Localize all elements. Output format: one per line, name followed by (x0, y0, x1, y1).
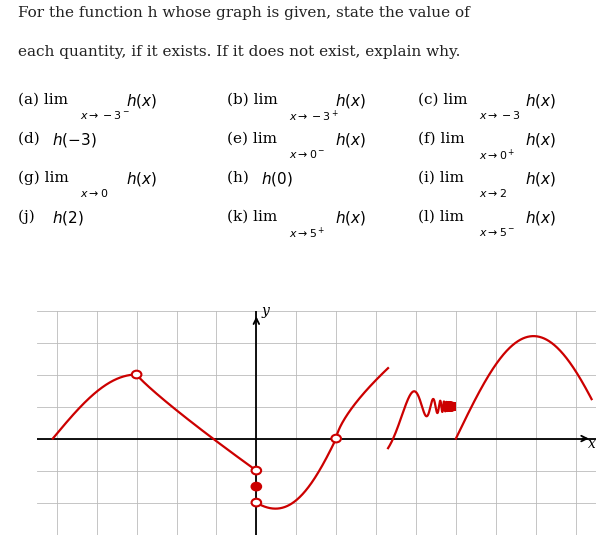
Text: (k) lim: (k) lim (227, 210, 278, 224)
Text: (l) lim: (l) lim (418, 210, 464, 224)
Text: For the function h whose graph is given, state the value of: For the function h whose graph is given,… (18, 6, 470, 20)
Text: $x\to-3^+$: $x\to-3^+$ (289, 109, 338, 124)
Text: $h(0)$: $h(0)$ (261, 170, 293, 188)
Circle shape (252, 499, 261, 507)
Text: (b) lim: (b) lim (227, 92, 278, 106)
Text: $h(x)$: $h(x)$ (335, 131, 366, 150)
Text: $h(x)$: $h(x)$ (126, 170, 157, 188)
Circle shape (252, 483, 261, 490)
Text: (a) lim: (a) lim (18, 92, 68, 106)
Text: y: y (261, 305, 269, 318)
Text: $x\to2$: $x\to2$ (479, 187, 507, 199)
Text: each quantity, if it exists. If it does not exist, explain why.: each quantity, if it exists. If it does … (18, 45, 460, 59)
Text: $h(x)$: $h(x)$ (525, 92, 556, 110)
Text: x: x (588, 436, 596, 450)
Text: (i) lim: (i) lim (418, 170, 464, 184)
Text: (c) lim: (c) lim (418, 92, 467, 106)
Text: $x\to0^+$: $x\to0^+$ (479, 148, 515, 163)
Text: (e) lim: (e) lim (227, 131, 277, 145)
Text: (j): (j) (18, 210, 40, 224)
Text: (f) lim: (f) lim (418, 131, 464, 145)
Text: $h(-3)$: $h(-3)$ (52, 131, 97, 150)
Text: $x\to0^-$: $x\to0^-$ (289, 148, 325, 160)
Text: $h(x)$: $h(x)$ (335, 210, 366, 227)
Text: (g) lim: (g) lim (18, 170, 69, 185)
Text: $x\to-3$: $x\to-3$ (479, 109, 521, 121)
Text: $h(2)$: $h(2)$ (52, 210, 84, 227)
Text: $x\to5^-$: $x\to5^-$ (479, 226, 515, 238)
Text: $h(x)$: $h(x)$ (525, 210, 556, 227)
Text: $x\to0$: $x\to0$ (80, 187, 108, 199)
Text: $h(x)$: $h(x)$ (525, 170, 556, 188)
Circle shape (332, 435, 341, 442)
Text: $x\to5^+$: $x\to5^+$ (289, 226, 325, 241)
Circle shape (252, 467, 261, 475)
Circle shape (132, 370, 141, 379)
Text: $h(x)$: $h(x)$ (335, 92, 366, 110)
Text: (d): (d) (18, 131, 45, 145)
Text: $x\to-3^-$: $x\to-3^-$ (80, 109, 130, 121)
Text: $h(x)$: $h(x)$ (126, 92, 157, 110)
Text: (h): (h) (227, 170, 254, 184)
Text: $h(x)$: $h(x)$ (525, 131, 556, 150)
